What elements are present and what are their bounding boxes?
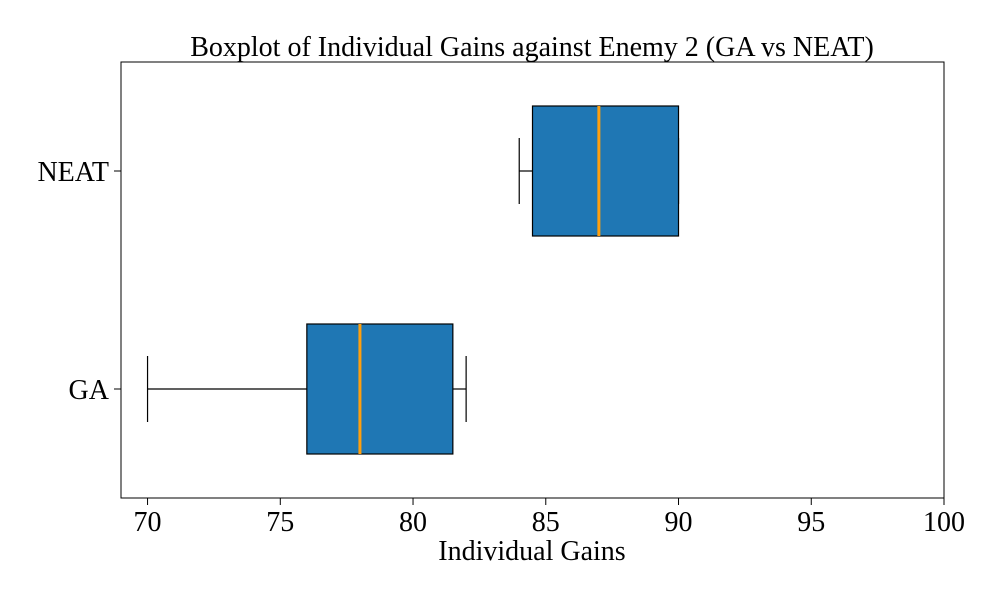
y-tick-label: NEAT <box>37 157 109 188</box>
plot-frame <box>120 61 945 499</box>
ga-box <box>306 323 454 455</box>
x-tick-label: 85 <box>532 507 560 538</box>
x-tick-label: 95 <box>797 507 825 538</box>
y-tick-label: GA <box>69 375 110 406</box>
x-tick-label: 80 <box>399 507 427 538</box>
neat-box <box>531 105 680 237</box>
x-tick-label: 90 <box>665 507 693 538</box>
x-axis-label: Individual Gains <box>438 536 625 567</box>
chart-title: Boxplot of Individual Gains against Enem… <box>190 32 874 63</box>
x-tick-label: 75 <box>266 507 294 538</box>
x-tick-label: 100 <box>923 507 965 538</box>
plot-area: 70 75 80 85 90 95 100 GA NEAT <box>37 61 965 538</box>
x-tick-label: 70 <box>134 507 162 538</box>
